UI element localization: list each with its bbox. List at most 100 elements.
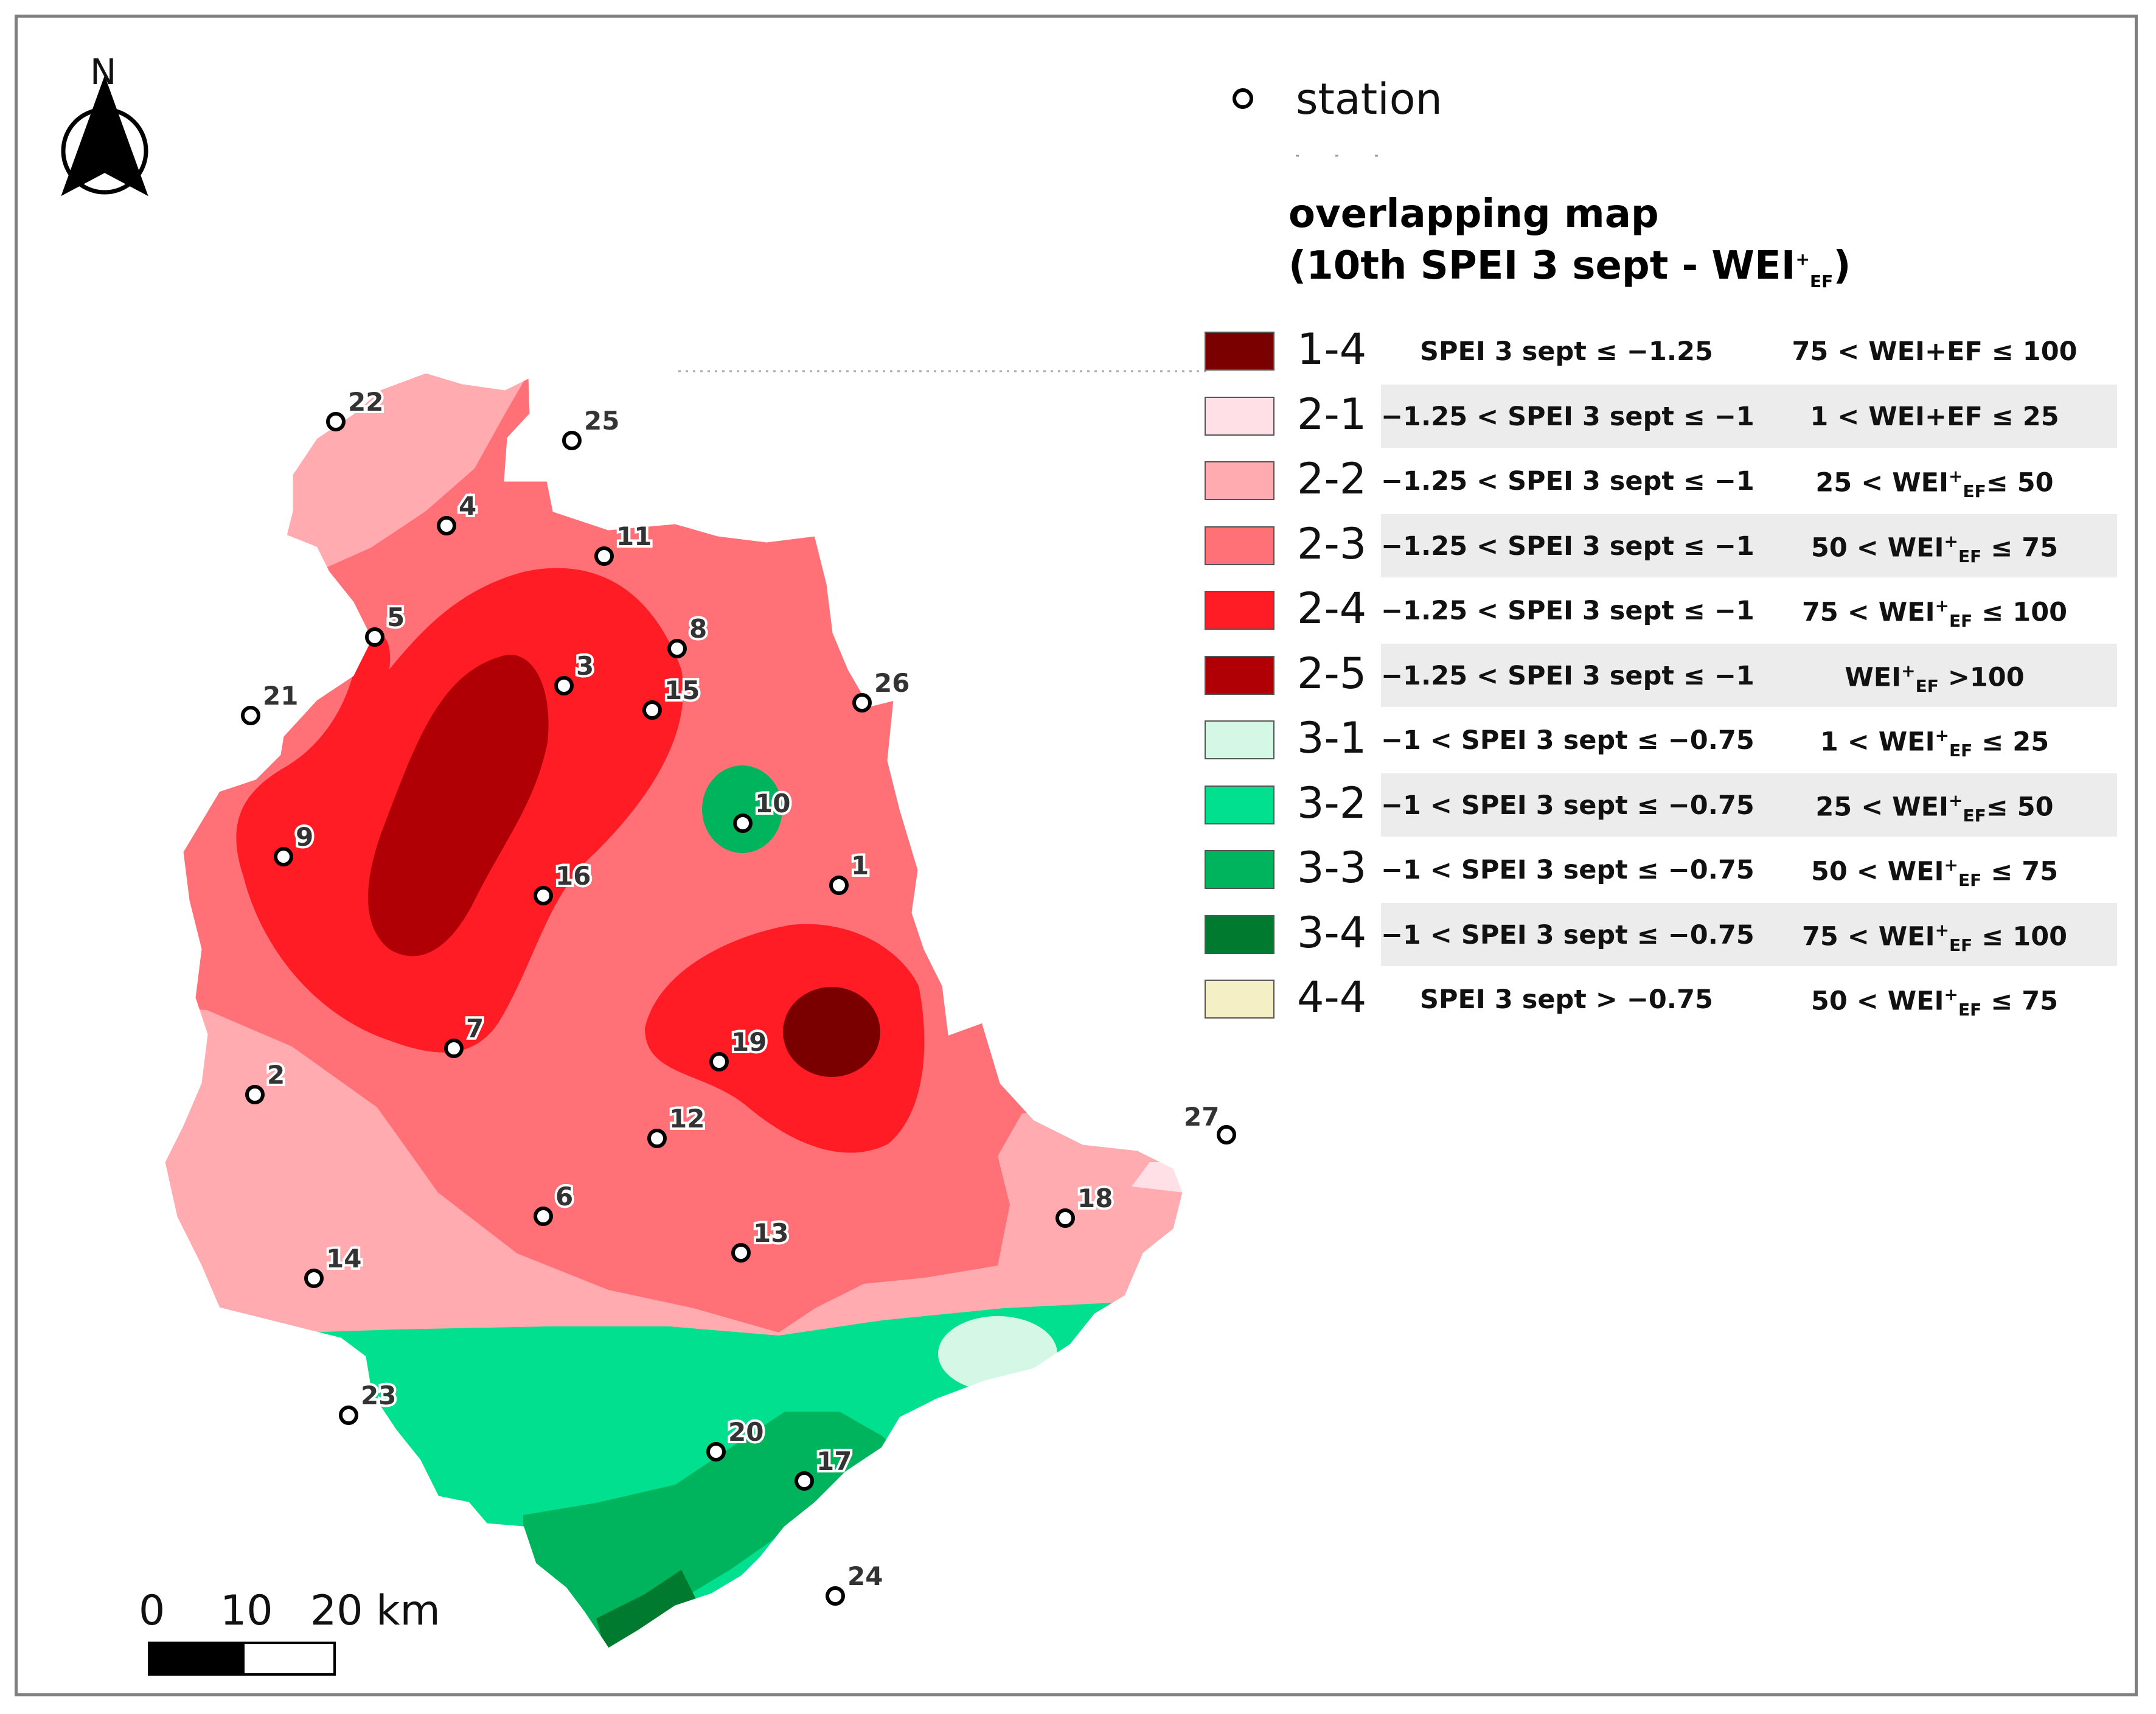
legend-swatch-2-4 (1205, 591, 1274, 630)
station-label: 10 (755, 789, 790, 818)
station-marker-icon (241, 706, 260, 725)
north-arrow-icon (61, 75, 148, 197)
station-marker-icon (444, 1039, 464, 1058)
legend-row-1-4: 1-4 SPEI 3 sept ≤ −1.25 75 < WEI+EF ≤ 100 (1205, 319, 2117, 383)
station-label: 8 (689, 614, 707, 644)
legend-swatch-1-4 (1205, 332, 1274, 371)
station-label: 22 (348, 387, 383, 417)
wei-text-post: ≤ 50 (1986, 467, 2054, 498)
legend-row-shade (1381, 384, 2117, 448)
legend-class-code: 2-3 (1297, 518, 1367, 569)
station-6: 6 (534, 1179, 576, 1226)
station-label: 3 (576, 651, 594, 681)
station-2: 2 (245, 1057, 287, 1104)
station-marker-icon (594, 546, 614, 566)
wei-text-post: ≤ 100 (1972, 921, 2068, 952)
station-label: 14 (326, 1244, 361, 1273)
legend-class-code: 2-5 (1297, 648, 1367, 698)
legend-class-code: 3-2 (1297, 778, 1367, 828)
legend-class-code: 3-1 (1297, 713, 1367, 763)
wei-sup: + (1935, 596, 1950, 616)
wei-sub: EF (1915, 675, 1939, 696)
legend-spei-condition: −1.25 < SPEI 3 sept ≤ −1 (1381, 466, 1754, 496)
legend-row-shade (1381, 902, 2117, 966)
zone-2-5 (368, 655, 549, 956)
legend-wei-condition: 50 < WEI+EF ≤ 75 (1764, 984, 2105, 1020)
zone-3-4 (596, 1570, 700, 1649)
legend-title-text: (10th SPEI 3 sept - WEI (1288, 243, 1796, 288)
station-marker-icon (1217, 1125, 1236, 1144)
wei-text: 50 < WEI (1810, 532, 1944, 563)
legend-row-3-1: 3-1 −1 < SPEI 3 sept ≤ −0.75 1 < WEI+EF ≤ … (1205, 708, 2117, 772)
legend-spei-condition: −1.25 < SPEI 3 sept ≤ −1 (1381, 596, 1754, 626)
station-17: 17 (795, 1444, 854, 1491)
legend-spei-condition: −1.25 < SPEI 3 sept ≤ −1 (1381, 401, 1754, 432)
scale-bar (148, 1642, 336, 1676)
legend-row-shade (1381, 773, 2117, 837)
station-label: 2 (267, 1060, 285, 1090)
wei-text-post: ≤ 25 (1972, 726, 2050, 758)
legend-row-shade (1381, 514, 2117, 577)
station-20: 20 (706, 1415, 766, 1461)
station-4: 4 (437, 489, 479, 535)
legend-title-close: ) (1833, 243, 1851, 288)
legend-swatch-3-2 (1205, 785, 1274, 824)
station-marker-icon (365, 627, 384, 647)
station-marker-icon (647, 1129, 667, 1148)
station-10: 10 (733, 786, 793, 833)
legend-class-code: 3-4 (1297, 907, 1367, 958)
wei-sub: EF (1949, 610, 1973, 631)
wei-text: 50 < WEI (1810, 986, 1944, 1017)
station-13: 13 (731, 1216, 791, 1263)
station-marker-icon (1055, 1208, 1075, 1228)
legend-spei-condition: −1 < SPEI 3 sept ≤ −0.75 (1381, 790, 1754, 821)
station-11: 11 (594, 519, 654, 566)
station-marker-icon (339, 1406, 358, 1425)
wei-text: 75 < WEI (1801, 921, 1935, 952)
wei-sup: + (1935, 919, 1950, 940)
station-marker-icon (709, 1052, 729, 1071)
station-label: 24 (847, 1561, 883, 1591)
station-marker-icon (562, 431, 582, 450)
station-18: 18 (1055, 1181, 1115, 1228)
station-label: 12 (669, 1104, 704, 1134)
legend-class-code: 2-1 (1297, 389, 1367, 439)
wei-sup: + (1949, 790, 1963, 810)
scale-label-20: 20 km (310, 1587, 440, 1635)
station-label: 7 (466, 1014, 484, 1043)
legend-wei-condition: 25 < WEI+EF≤ 50 (1764, 466, 2105, 501)
wei-text: 1 < WEI (1820, 726, 1935, 758)
station-symbol-icon (1233, 88, 1253, 109)
legend-title-line2: (10th SPEI 3 sept - WEI+EF) (1288, 243, 1851, 291)
station-label: 5 (387, 602, 405, 632)
station-marker-icon (326, 412, 346, 431)
station-15: 15 (642, 673, 702, 720)
legend-wei-condition: 75 < WEI+EF ≤ 100 (1764, 336, 2105, 367)
legend-class-code: 2-4 (1297, 584, 1367, 633)
station-label: 25 (584, 406, 619, 436)
wei-sub: EF (1963, 805, 1986, 826)
station-label: 23 (361, 1381, 396, 1410)
wei-text-post: ≤ 75 (1981, 532, 2059, 563)
zone-1-4 (783, 987, 880, 1077)
wei-text: 75 < WEI+EF ≤ 100 (1792, 336, 2078, 367)
legend-swatch-2-1 (1205, 396, 1274, 436)
legend-swatch-2-5 (1205, 655, 1274, 695)
scale-label-0: 0 (139, 1587, 165, 1635)
legend-swatch-3-1 (1205, 720, 1274, 759)
station-marker-icon (554, 676, 574, 695)
station-5: 5 (365, 600, 407, 647)
station-label: 20 (728, 1417, 763, 1447)
station-marker-icon (274, 847, 293, 866)
wei-sup: + (1944, 984, 1958, 1005)
legend-row-2-1: 2-1 −1.25 < SPEI 3 sept ≤ −1 1 < WEI+EF ≤ … (1205, 384, 2117, 448)
legend-row-shade (1381, 643, 2117, 707)
zone-3-3-north (702, 765, 782, 853)
station-label: 13 (753, 1218, 788, 1248)
legend-spei-condition: SPEI 3 sept ≤ −1.25 (1420, 336, 1713, 367)
wei-text: 50 < WEI (1810, 856, 1944, 887)
zone-2-2-south (164, 1004, 1183, 1399)
station-label: 17 (816, 1446, 852, 1476)
legend-class-code: 2-2 (1297, 454, 1367, 504)
